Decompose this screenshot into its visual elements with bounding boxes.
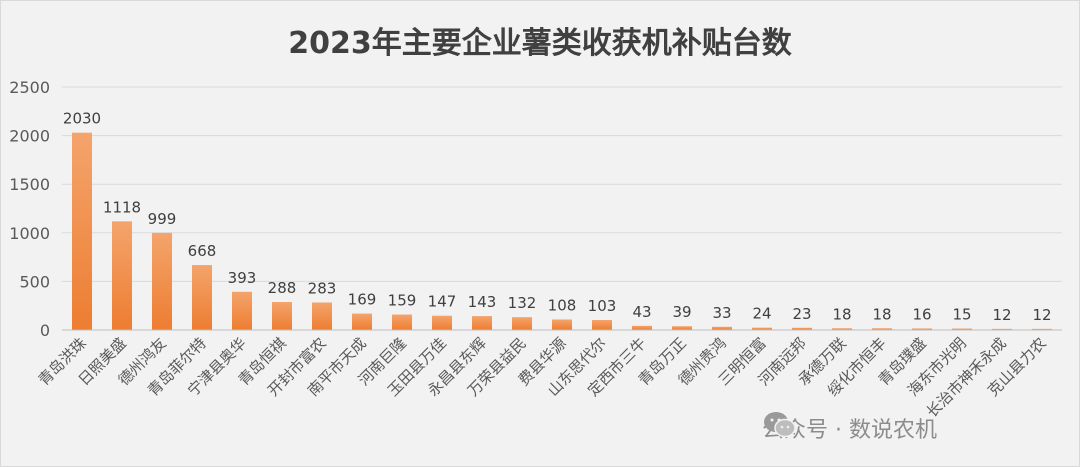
bar [592,319,612,330]
bar [952,328,972,330]
bar [352,313,372,330]
bar [312,302,332,330]
data-label: 39 [672,303,691,321]
y-tick-label: 2000 [9,127,50,146]
bar [432,315,452,330]
y-tick-label: 500 [19,272,50,291]
bar [272,302,292,330]
bar [552,319,572,330]
bar [1032,328,1052,330]
data-label: 169 [348,291,377,309]
data-label: 23 [792,305,811,323]
bar [632,325,652,330]
bar [672,326,692,330]
wechat-icon [764,412,796,438]
data-label: 103 [588,297,617,315]
data-label: 132 [508,294,537,312]
data-label: 24 [752,305,771,323]
bar [72,132,92,330]
data-label: 108 [548,297,577,315]
chart-title: 2023年主要企业薯类收获机补贴台数 [288,26,792,61]
data-label: 2030 [63,110,101,128]
data-label: 147 [428,293,457,311]
bar [992,328,1012,330]
data-label: 12 [992,306,1011,324]
data-label: 393 [228,269,257,287]
data-label: 668 [188,242,217,260]
data-label: 288 [268,279,297,297]
data-label: 16 [912,305,931,323]
data-label: 33 [712,304,731,322]
data-label: 12 [1032,306,1051,324]
data-label: 159 [388,292,417,310]
y-tick-label: 0 [40,321,50,340]
bar [792,327,812,330]
data-label: 999 [148,210,177,228]
data-label: 143 [468,293,497,311]
bar [472,316,492,330]
y-tick-label: 1500 [9,175,50,194]
bar [872,328,892,330]
bar [912,328,932,330]
bar [392,314,412,330]
bar [192,265,212,330]
y-tick-label: 1000 [9,224,50,243]
data-label: 18 [872,305,891,323]
y-tick-label: 2500 [9,78,50,97]
bar [232,291,252,330]
data-label: 15 [952,306,971,324]
bar [152,232,172,330]
data-label: 18 [832,305,851,323]
data-label: 1118 [103,198,141,216]
data-label: 43 [632,303,651,321]
bar [752,327,772,330]
bar [112,221,132,330]
data-label: 283 [308,279,337,297]
watermark: 公众号 · 数说农机 [762,410,937,446]
bar [832,328,852,330]
bar [512,317,532,330]
bar [712,326,732,330]
